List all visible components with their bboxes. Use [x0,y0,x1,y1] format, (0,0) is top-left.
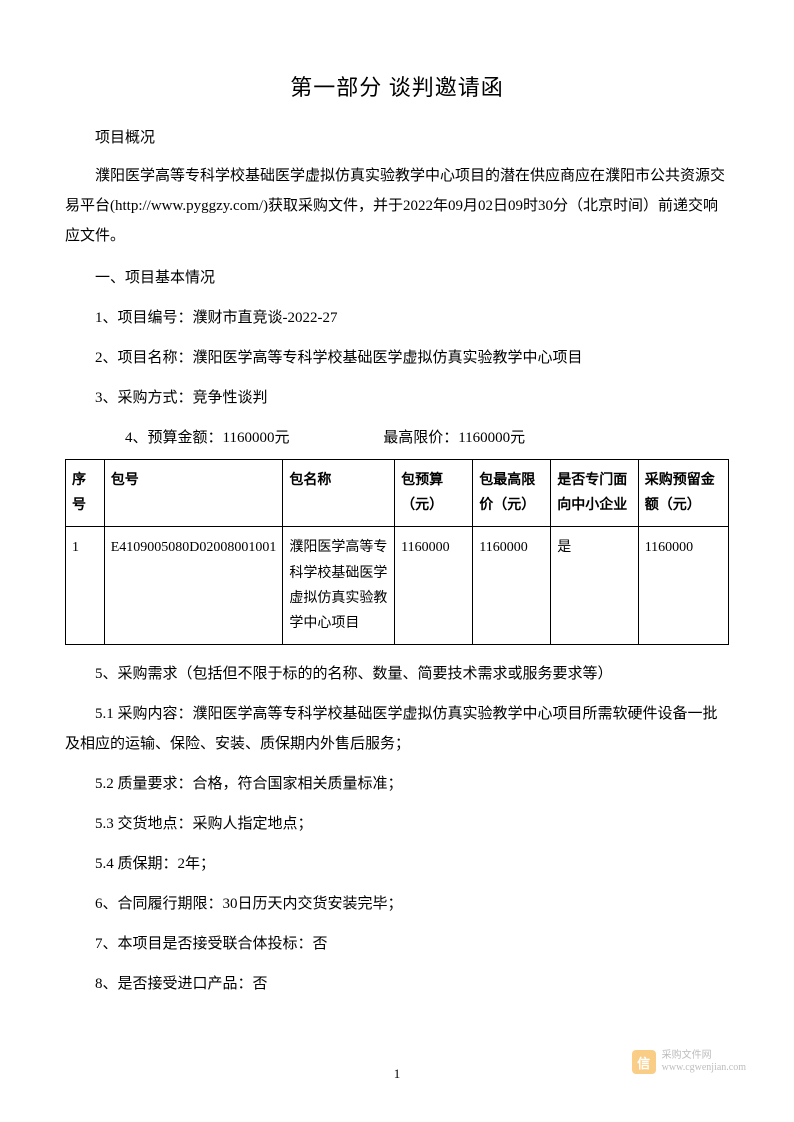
table-header-row: 序号 包号 包名称 包预算（元） 包最高限价（元） 是否专门面向中小企业 采购预… [66,460,729,527]
section-1-heading: 一、项目基本情况 [65,263,729,293]
watermark-badge-icon: 信 [632,1050,656,1074]
td-budget: 1160000 [395,527,473,645]
th-seq: 序号 [66,460,105,527]
th-package-name: 包名称 [283,460,395,527]
item-3: 3、采购方式：竞争性谈判 [65,383,729,413]
item-2: 2、项目名称：濮阳医学高等专科学校基础医学虚拟仿真实验教学中心项目 [65,343,729,373]
watermark-text: 采购文件网 www.cgwenjian.com [662,1050,746,1074]
budget-amount: 4、预算金额：1160000元 [95,423,289,453]
th-sme: 是否专门面向中小企业 [551,460,638,527]
item-5-1: 5.1 采购内容：濮阳医学高等专科学校基础医学虚拟仿真实验教学中心项目所需软硬件… [65,699,729,759]
project-overview-heading: 项目概况 [65,126,729,147]
item-5: 5、采购需求（包括但不限于标的的名称、数量、简要技术需求或服务要求等） [65,659,729,689]
item-6: 6、合同履行期限：30日历天内交货安装完毕； [65,889,729,919]
td-package-no: E4109005080D02008001001 [104,527,283,645]
th-max-price: 包最高限价（元） [473,460,551,527]
td-seq: 1 [66,527,105,645]
max-price: 最高限价：1160000元 [353,423,525,453]
item-5-3: 5.3 交货地点：采购人指定地点； [65,809,729,839]
watermark-line1: 采购文件网 [662,1050,746,1062]
td-sme: 是 [551,527,638,645]
table-row: 1 E4109005080D02008001001 濮阳医学高等专科学校基础医学… [66,527,729,645]
intro-paragraph: 濮阳医学高等专科学校基础医学虚拟仿真实验教学中心项目的潜在供应商应在濮阳市公共资… [65,161,729,251]
item-8: 8、是否接受进口产品：否 [65,969,729,999]
item-4-budget-line: 4、预算金额：1160000元 最高限价：1160000元 [65,423,729,453]
page-number: 1 [394,1066,401,1082]
page-title: 第一部分 谈判邀请函 [65,70,729,102]
watermark-line2: www.cgwenjian.com [662,1062,746,1074]
watermark: 信 采购文件网 www.cgwenjian.com [632,1050,746,1074]
item-7: 7、本项目是否接受联合体投标：否 [65,929,729,959]
td-package-name: 濮阳医学高等专科学校基础医学虚拟仿真实验教学中心项目 [283,527,395,645]
item-1: 1、项目编号：濮财市直竞谈-2022-27 [65,303,729,333]
th-budget: 包预算（元） [395,460,473,527]
td-reserve: 1160000 [638,527,728,645]
th-package-no: 包号 [104,460,283,527]
item-5-2: 5.2 质量要求：合格，符合国家相关质量标准； [65,769,729,799]
td-max-price: 1160000 [473,527,551,645]
package-table: 序号 包号 包名称 包预算（元） 包最高限价（元） 是否专门面向中小企业 采购预… [65,459,729,645]
th-reserve: 采购预留金额（元） [638,460,728,527]
item-5-4: 5.4 质保期：2年； [65,849,729,879]
